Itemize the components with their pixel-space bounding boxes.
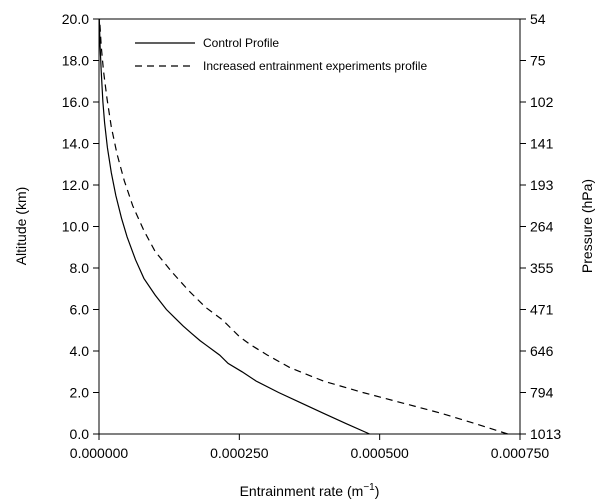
y2-tick-label: 75 <box>530 53 546 69</box>
y2-tick-label: 355 <box>530 260 554 276</box>
x-tick-label: 0.000750 <box>491 445 550 461</box>
y2-tick-label: 141 <box>530 136 554 152</box>
y-tick-label: 20.0 <box>62 11 89 27</box>
y2-tick-label: 1013 <box>530 426 561 442</box>
y2-tick-label: 646 <box>530 343 554 359</box>
y2-tick-label: 471 <box>530 302 554 318</box>
series-line-control <box>98 18 370 435</box>
y2-tick-label: 54 <box>530 11 546 27</box>
series-line-increased-entrainment <box>99 18 508 435</box>
y2-tick-label: 794 <box>530 385 554 401</box>
y-axis-right: 1013 794 646 471 355 264 193 141 102 75 54 <box>520 11 561 442</box>
y-tick-label: 18.0 <box>62 53 89 69</box>
y-tick-label: 8.0 <box>70 260 90 276</box>
x-tick-label: 0.000250 <box>210 445 269 461</box>
x-tick-label: 0.000000 <box>70 445 129 461</box>
y-axis-left: 0.0 2.0 4.0 6.0 8.0 10.0 12.0 14.0 16.0 18.0 20.0 <box>62 11 99 442</box>
y2-tick-label: 264 <box>530 219 554 235</box>
legend-label: Increased entrainment experiments profil… <box>203 59 427 73</box>
plot-frame <box>98 18 521 435</box>
y-tick-label: 0.0 <box>70 426 90 442</box>
x-tick-label: 0.000500 <box>350 445 409 461</box>
series-layer <box>98 18 508 435</box>
y-tick-label: 16.0 <box>62 94 89 110</box>
y-tick-label: 14.0 <box>62 136 89 152</box>
legend-label: Control Profile <box>203 36 279 50</box>
y2-tick-label: 193 <box>530 177 554 193</box>
y-tick-label: 4.0 <box>70 343 90 359</box>
y-tick-label: 12.0 <box>62 177 89 193</box>
legend: Control Profile Increased entrainment exp… <box>135 36 427 73</box>
y2-tick-label: 102 <box>530 94 554 110</box>
y-axis-label: Altitude (km) <box>13 187 29 266</box>
y2-axis-label: Pressure (hPa) <box>579 179 595 273</box>
x-axis: 0.000000 0.000250 0.000500 0.000750 <box>70 434 550 461</box>
y-tick-label: 2.0 <box>70 385 90 401</box>
y-tick-label: 10.0 <box>62 219 89 235</box>
y-tick-label: 6.0 <box>70 302 90 318</box>
x-axis-label: Entrainment rate (m−1) <box>240 482 380 499</box>
